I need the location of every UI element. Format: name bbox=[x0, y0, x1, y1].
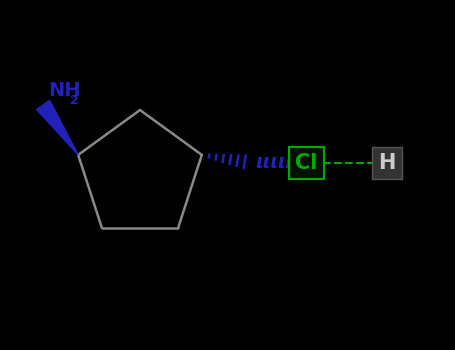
Text: 2: 2 bbox=[70, 94, 79, 107]
Text: ιιιιNH: ιιιιNH bbox=[255, 153, 318, 173]
Text: 2: 2 bbox=[310, 163, 318, 176]
Text: NH: NH bbox=[48, 81, 81, 100]
Text: H: H bbox=[378, 153, 395, 173]
Polygon shape bbox=[36, 100, 78, 155]
Text: Cl: Cl bbox=[295, 153, 318, 173]
